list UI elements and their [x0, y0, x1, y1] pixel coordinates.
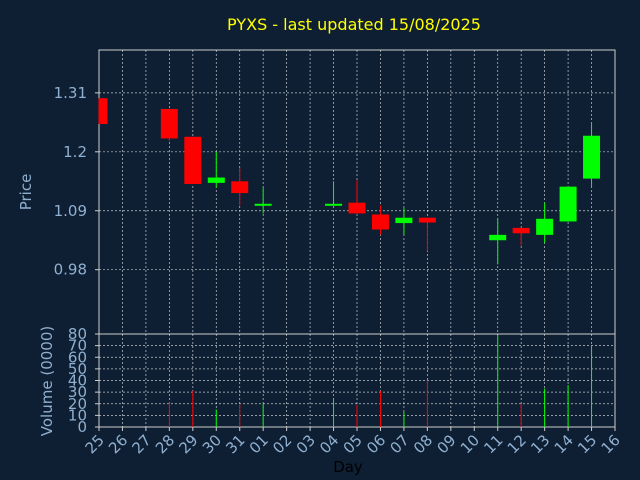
price-tick-label: 1.09 — [54, 202, 87, 220]
candle-body — [512, 227, 530, 234]
volume-bars — [168, 335, 593, 427]
candle-body — [583, 135, 601, 179]
volume-tick-label: 10 — [68, 406, 87, 424]
volume-tick-label: 40 — [68, 372, 87, 390]
volume-tick-label: 20 — [68, 395, 87, 413]
volume-tick-label: 70 — [68, 337, 87, 355]
candle-body — [325, 203, 343, 206]
candle-body — [184, 136, 202, 184]
candle-body — [371, 214, 389, 230]
candle-body — [99, 98, 108, 124]
candle-body — [160, 108, 178, 139]
volume-tick-label: 80 — [68, 325, 87, 343]
volume-tick-label: 30 — [68, 383, 87, 401]
candle-body — [254, 203, 272, 206]
candle-body — [395, 217, 413, 224]
candle-body — [207, 177, 225, 183]
price-y-ticks: 1.31 1.2 1.09 0.98 — [54, 84, 99, 279]
price-tick-label: 1.31 — [54, 84, 87, 102]
x-axis-label: Day — [333, 458, 363, 476]
candles — [98, 98, 601, 265]
candle-body — [536, 218, 554, 235]
candle-body — [348, 202, 366, 214]
candle-body — [418, 217, 436, 223]
volume-tick-label: 0 — [77, 418, 87, 436]
volume-tick-label: 60 — [68, 348, 87, 366]
price-tick-label: 0.98 — [54, 261, 87, 279]
volume-axis-label: Volume (0000) — [38, 326, 56, 436]
price-axis-label: Price — [17, 174, 35, 211]
candle-body — [489, 234, 507, 241]
volume-tick-label: 50 — [68, 360, 87, 378]
price-panel: 1.31 1.2 1.09 0.98 Price — [17, 49, 616, 335]
candle-body — [231, 181, 249, 194]
candle-body — [559, 186, 577, 222]
price-tick-label: 1.2 — [63, 143, 87, 161]
chart-title: PYXS - last updated 15/08/2025 — [227, 15, 481, 34]
